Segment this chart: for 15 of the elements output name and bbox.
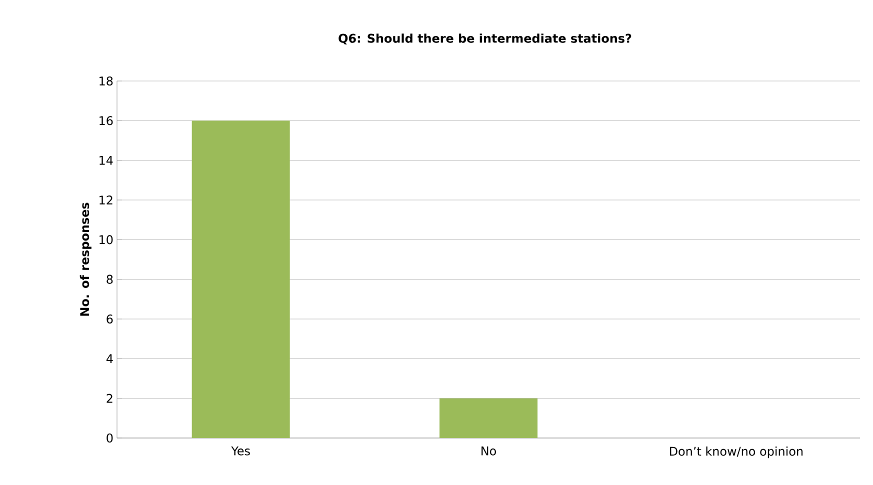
chart-title: Q6: Should there be intermediate stations? <box>338 34 632 44</box>
y-axis-title: No. of responses <box>80 202 92 316</box>
y-tick-label: 14 <box>100 156 113 165</box>
y-tick-label: 0 <box>106 433 113 443</box>
x-tick-label: Yes <box>231 446 250 456</box>
y-tick-label: 18 <box>100 76 113 86</box>
x-tick-label: No <box>482 446 496 456</box>
y-tick-label: 4 <box>106 354 113 364</box>
y-tick-label: 8 <box>106 274 113 284</box>
y-tick-label: 6 <box>106 314 113 324</box>
y-tick-label: 12 <box>100 196 112 204</box>
x-tick-label: Don’t know/no opinion <box>670 446 803 458</box>
y-tick-label: 16 <box>100 116 113 126</box>
y-tick-label: 2 <box>106 394 112 403</box>
y-tick-label: 10 <box>100 235 113 244</box>
